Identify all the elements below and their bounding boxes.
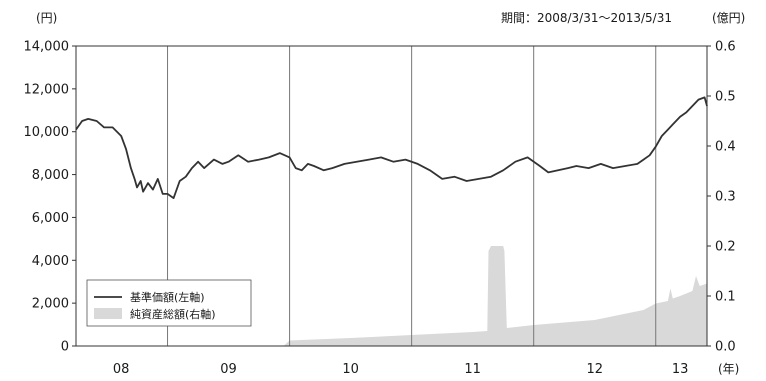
right-tick-label: 0.2 (715, 240, 736, 255)
right-tick-label: 0.3 (715, 190, 736, 205)
legend-nav-label: 基準価額(左軸) (130, 290, 205, 304)
right-axis-unit: (億円) (712, 11, 745, 25)
left-axis: 0 2,000 4,000 6,000 8,000 10,000 12,000 14,000 (24, 40, 76, 355)
plot-area (75, 45, 708, 347)
left-tick-label: 4,000 (32, 254, 69, 269)
plot-frame (75, 45, 708, 347)
left-tick-label: 12,000 (24, 82, 70, 97)
period-label: 期間：2008/3/31〜2013/5/31 (501, 11, 672, 25)
right-axis: 0.0 0.1 0.2 0.3 0.4 0.5 0.6 (707, 40, 736, 355)
x-axis: 08 09 10 11 12 13 (113, 362, 689, 377)
legend-assets-swatch (94, 308, 122, 319)
x-axis-unit: (年) (718, 362, 739, 376)
right-tick-label: 0.4 (715, 140, 736, 155)
left-tick-label: 10,000 (24, 125, 70, 140)
left-axis-unit: (円) (36, 11, 57, 25)
x-tick-label: 09 (220, 362, 237, 377)
right-tick-label: 0.0 (715, 340, 736, 355)
nav-line (75, 96, 708, 199)
left-tick-label: 0 (61, 340, 69, 355)
legend-assets-label: 純資産総額(右軸) (130, 307, 216, 321)
x-tick-label: 11 (464, 362, 481, 377)
right-tick-label: 0.1 (715, 290, 736, 305)
right-tick-label: 0.6 (715, 40, 736, 55)
x-tick-label: 10 (342, 362, 359, 377)
x-tick-label: 12 (586, 362, 603, 377)
x-tick-label: 13 (672, 362, 689, 377)
right-tick-label: 0.5 (715, 90, 736, 105)
left-tick-label: 6,000 (32, 211, 69, 226)
left-tick-label: 2,000 (32, 297, 69, 312)
legend: 基準価額(左軸) 純資産総額(右軸) (86, 279, 252, 327)
left-tick-label: 8,000 (32, 168, 69, 183)
net-assets-area (76, 246, 707, 346)
x-tick-label: 08 (113, 362, 130, 377)
left-tick-label: 14,000 (24, 40, 70, 55)
